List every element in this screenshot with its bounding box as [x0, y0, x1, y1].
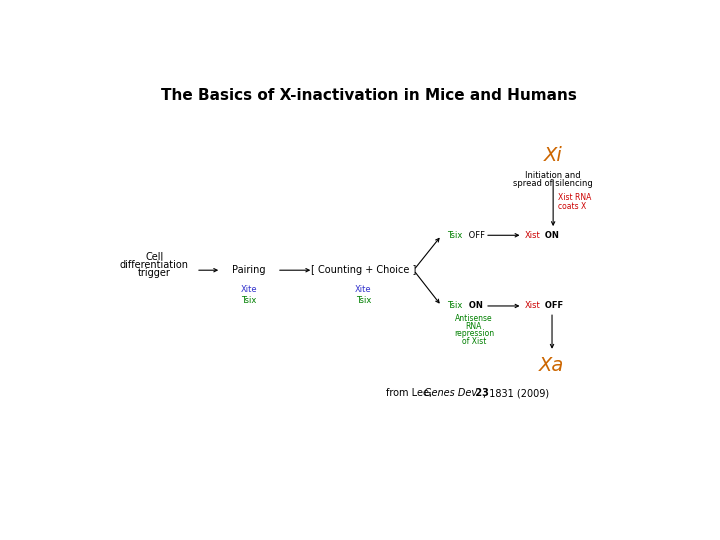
- Text: RNA: RNA: [466, 322, 482, 331]
- Text: OFF: OFF: [542, 301, 563, 310]
- Text: ON: ON: [542, 231, 559, 240]
- Text: Pairing: Pairing: [233, 265, 266, 275]
- Text: Xist: Xist: [526, 301, 541, 310]
- Text: Xi: Xi: [544, 146, 562, 165]
- Text: repression: repression: [454, 329, 494, 338]
- Text: Tsix: Tsix: [356, 295, 371, 305]
- Text: ON: ON: [466, 301, 482, 310]
- Text: Tsix: Tsix: [447, 301, 462, 310]
- Text: differentiation: differentiation: [120, 260, 189, 270]
- Text: of Xist: of Xist: [462, 337, 486, 346]
- Text: Xite: Xite: [355, 285, 372, 294]
- Text: OFF: OFF: [466, 231, 485, 240]
- Text: Xite: Xite: [240, 285, 257, 294]
- Text: Antisense: Antisense: [455, 314, 492, 323]
- Text: Initiation and: Initiation and: [526, 171, 581, 180]
- Text: Xist RNA: Xist RNA: [557, 193, 591, 202]
- Text: [ Counting + Choice ]: [ Counting + Choice ]: [311, 265, 416, 275]
- Text: Tsix: Tsix: [447, 231, 462, 240]
- Text: spread of silencing: spread of silencing: [513, 179, 593, 188]
- Text: , 1831 (2009): , 1831 (2009): [483, 388, 549, 399]
- Text: The Basics of X-inactivation in Mice and Humans: The Basics of X-inactivation in Mice and…: [161, 87, 577, 103]
- Text: Genes Dev.: Genes Dev.: [423, 388, 480, 399]
- Text: Xa: Xa: [539, 356, 564, 375]
- Text: coats X: coats X: [557, 201, 586, 211]
- Text: Cell: Cell: [145, 252, 163, 262]
- Text: Tsix: Tsix: [241, 295, 257, 305]
- Text: from Lee,: from Lee,: [386, 388, 435, 399]
- Text: 23: 23: [472, 388, 489, 399]
- Text: trigger: trigger: [138, 268, 171, 278]
- Text: Xist: Xist: [526, 231, 541, 240]
